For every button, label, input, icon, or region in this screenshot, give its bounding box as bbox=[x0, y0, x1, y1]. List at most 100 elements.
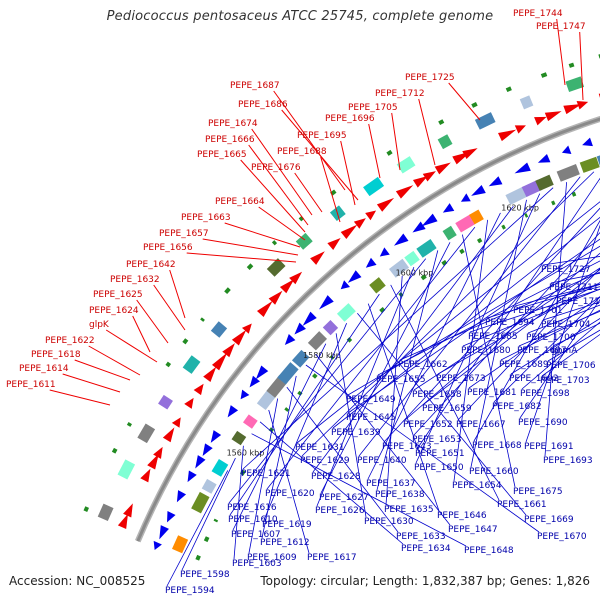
reverse-gene-label: PEPE_1655 bbox=[376, 375, 426, 385]
forward-gene-label: PEPE_1622 bbox=[45, 336, 95, 346]
reverse-gene-label: PEPE_1621 bbox=[241, 469, 291, 479]
reverse-gene-label: PEPE_1670 bbox=[537, 532, 587, 542]
reverse-cds-arrow bbox=[379, 247, 390, 257]
reverse-gene-label: PEPE_1691 bbox=[524, 442, 574, 452]
forward-gene-label: PEPE_1688 bbox=[277, 147, 327, 157]
reverse-cog-block bbox=[579, 156, 600, 173]
forward-cog-block bbox=[363, 176, 385, 197]
reverse-gene-label: PEPE_1675 bbox=[513, 487, 563, 497]
reverse-cds-arrow bbox=[442, 203, 455, 213]
forward-orf-mark bbox=[271, 240, 278, 246]
forward-gene-label: PEPE_1666 bbox=[205, 135, 255, 145]
reverse-cds-arrow bbox=[240, 389, 250, 400]
forward-cds-arrow bbox=[153, 446, 163, 459]
forward-gene-label: PEPE_1674 bbox=[208, 119, 258, 129]
reverse-gene-label: PEPE_1639 bbox=[331, 428, 381, 438]
reverse-gene-label: PEPE_1598 bbox=[180, 570, 230, 580]
reverse-label-leader bbox=[385, 275, 403, 506]
forward-gene-label: PEPE_1614 bbox=[19, 364, 69, 374]
forward-gene-label: PEPE_1664 bbox=[215, 197, 265, 207]
forward-gene-label: PEPE_1744 bbox=[513, 9, 563, 19]
forward-orf-mark bbox=[165, 361, 172, 368]
reverse-label-leader bbox=[301, 171, 595, 457]
forward-cds-arrow bbox=[222, 343, 235, 358]
reverse-label-leader bbox=[347, 245, 600, 396]
reverse-label-leader bbox=[263, 323, 347, 521]
reverse-label-leader bbox=[259, 421, 404, 545]
reverse-cog-block bbox=[469, 209, 484, 225]
forward-cds-arrow bbox=[117, 513, 129, 529]
reverse-label-leader bbox=[266, 226, 476, 490]
reverse-label-leader bbox=[519, 298, 600, 419]
reverse-orf-mark bbox=[284, 407, 290, 412]
reverse-orf-mark bbox=[203, 536, 210, 543]
reverse-gene-label: PEPE_1652 bbox=[403, 420, 453, 430]
forward-orf-mark bbox=[438, 119, 445, 126]
reverse-cds-arrow bbox=[421, 213, 438, 227]
reverse-cds-arrow bbox=[249, 375, 260, 388]
reverse-gene-label: PEPE_1697 bbox=[517, 346, 567, 356]
forward-cog-block bbox=[210, 321, 228, 338]
forward-orf-mark bbox=[83, 506, 89, 513]
reverse-label-leader bbox=[473, 219, 600, 442]
forward-cog-block bbox=[437, 134, 453, 150]
forward-cds-arrow bbox=[268, 290, 283, 305]
reverse-cog-block bbox=[242, 414, 258, 429]
forward-label-leader bbox=[251, 128, 313, 216]
forward-orf-mark bbox=[224, 287, 231, 295]
reverse-gene-label: PEPE_1640 bbox=[357, 456, 407, 466]
reverse-label-leader bbox=[312, 205, 514, 473]
reverse-label-leader bbox=[525, 224, 600, 443]
reverse-gene-label: PEPE_1607 bbox=[231, 530, 281, 540]
reverse-orf-mark bbox=[459, 248, 465, 255]
forward-cds-arrow bbox=[544, 111, 562, 122]
reverse-gene-label: PEPE_1653 bbox=[412, 435, 462, 445]
forward-label-leader bbox=[248, 144, 309, 226]
reverse-orf-mark bbox=[551, 200, 556, 206]
reverse-cog-block bbox=[211, 458, 229, 477]
forward-cog-block bbox=[474, 112, 496, 130]
reverse-cog-block bbox=[535, 174, 554, 191]
reverse-orf-mark bbox=[297, 390, 303, 396]
reverse-gene-label: PEPE_1645 bbox=[346, 413, 396, 423]
forward-cds-arrow bbox=[327, 237, 341, 250]
reverse-gene-label: PEPE_1661 bbox=[497, 500, 547, 510]
forward-orf-mark bbox=[111, 447, 118, 454]
reverse-gene-label: PEPE_1646 bbox=[437, 511, 487, 521]
reverse-cog-block bbox=[291, 349, 310, 368]
forward-gene-label: PEPE_1625 bbox=[93, 290, 143, 300]
reverse-gene-label: PEPE_1673 bbox=[436, 374, 486, 384]
forward-label-leader bbox=[49, 389, 111, 406]
reverse-gene-label: PEPE_1667 bbox=[456, 420, 506, 430]
reverse-cog-block bbox=[442, 225, 457, 241]
reverse-label-leader bbox=[233, 445, 244, 560]
reverse-cds-arrow bbox=[471, 185, 486, 196]
forward-label-leader bbox=[368, 123, 381, 179]
reverse-label-leader bbox=[510, 318, 600, 375]
forward-cds-arrow bbox=[140, 468, 151, 483]
forward-label-leader bbox=[340, 140, 356, 206]
reverse-gene-label: PEPE_1633 bbox=[396, 532, 446, 542]
reverse-label-leader bbox=[399, 271, 600, 361]
reverse-gene-label: PEPE_1659 bbox=[422, 404, 472, 414]
forward-cds-arrow bbox=[171, 417, 181, 428]
reverse-cog-block bbox=[201, 478, 217, 494]
reverse-cog-block bbox=[404, 250, 420, 267]
forward-cds-arrow bbox=[340, 224, 358, 240]
forward-label-leader bbox=[74, 359, 131, 381]
forward-label-leader bbox=[132, 315, 151, 353]
reverse-gene-label: PEPE_1650 bbox=[414, 463, 464, 473]
forward-label-leader bbox=[136, 299, 169, 344]
forward-gene-label: PEPE_1686 bbox=[238, 100, 288, 110]
reverse-label-leader bbox=[335, 333, 367, 518]
reverse-label-leader bbox=[232, 343, 327, 531]
reverse-cog-block bbox=[336, 303, 356, 322]
reverse-gene-label: PEPE_1698 bbox=[520, 389, 570, 399]
reverse-label-leader bbox=[416, 177, 600, 450]
reverse-label-leader bbox=[413, 267, 600, 391]
forward-gene-label: PEPE_1632 bbox=[110, 275, 160, 285]
forward-cds-arrow bbox=[184, 397, 194, 409]
reverse-cds-arrow bbox=[318, 295, 334, 310]
forward-gene-label: PEPE_1725 bbox=[405, 73, 455, 83]
